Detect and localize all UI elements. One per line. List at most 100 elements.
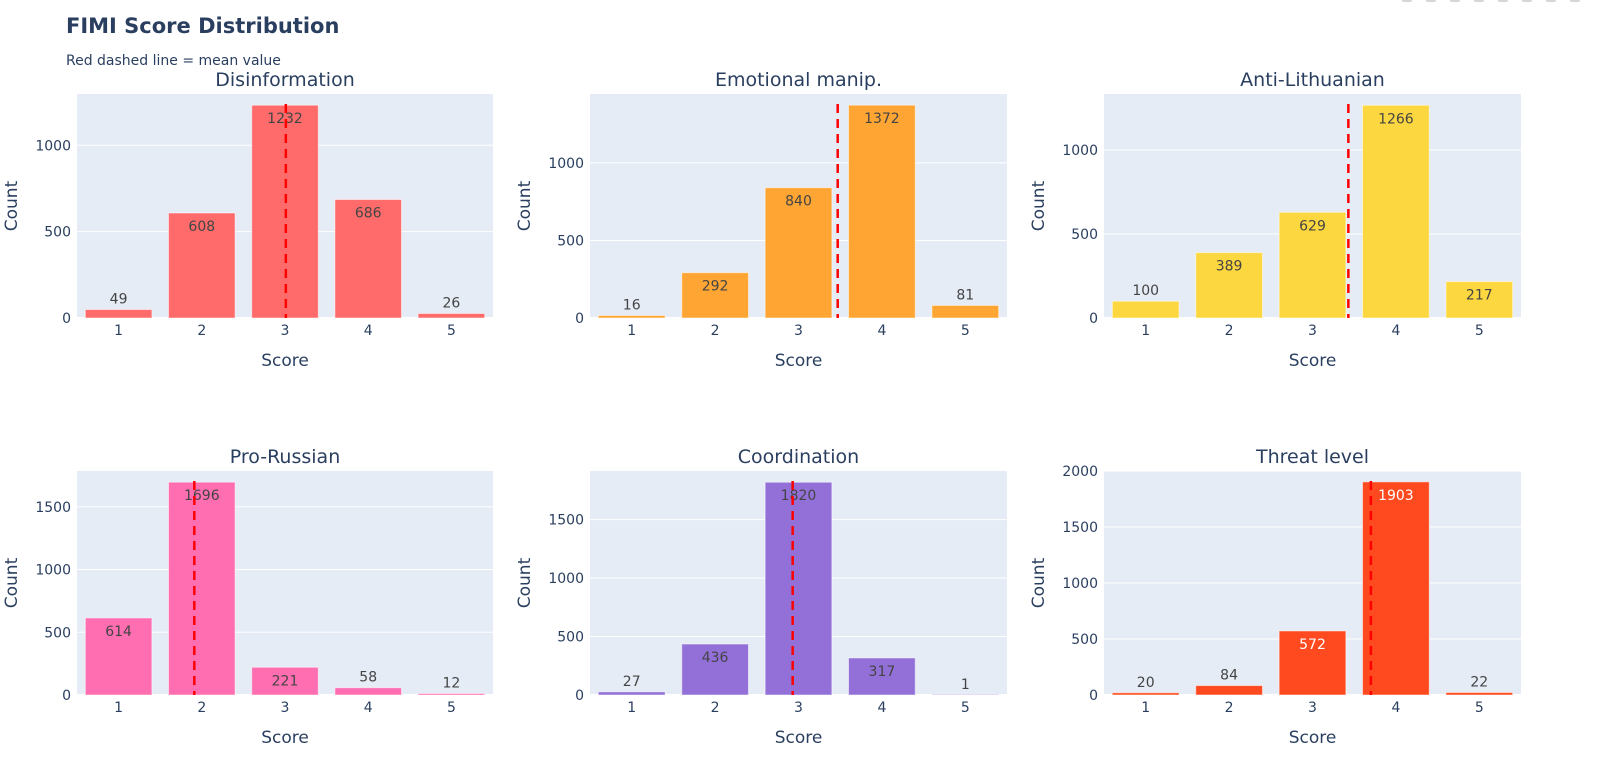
reset-icon[interactable]: [1546, 0, 1556, 2]
bar-value-label: 436: [702, 650, 729, 666]
bar-value-label: 27: [623, 674, 641, 690]
bar: [848, 657, 916, 696]
y-tick-label: 1000: [35, 138, 71, 154]
x-tick-label: 4: [364, 323, 373, 339]
bar: [84, 617, 153, 696]
bar: [1111, 692, 1180, 696]
bar: [1278, 630, 1347, 696]
y-tick-label: 1500: [548, 513, 584, 529]
bar-value-label: 16: [623, 298, 641, 314]
page-subtitle: Red dashed line = mean value: [66, 53, 281, 69]
bar: [1362, 104, 1430, 319]
pan-icon[interactable]: [1450, 0, 1460, 2]
y-tick-label: 0: [1089, 688, 1098, 704]
x-tick-label: 1: [114, 323, 123, 339]
x-tick-label: 3: [281, 700, 290, 716]
x-tick-label: 3: [794, 323, 803, 339]
x-tick-label: 3: [1308, 323, 1317, 339]
camera-icon[interactable]: [1402, 0, 1412, 2]
y-axis-title: Count: [2, 557, 22, 608]
bar: [848, 104, 916, 319]
x-tick-label: 2: [711, 700, 720, 716]
autoscale-icon[interactable]: [1522, 0, 1532, 2]
subplot-title: Pro-Russian: [230, 446, 341, 468]
y-tick-label: 2000: [1062, 464, 1098, 480]
x-tick-label: 5: [1475, 700, 1484, 716]
x-tick-label: 5: [1475, 323, 1484, 339]
x-tick-label: 4: [364, 700, 373, 716]
x-tick-label: 2: [197, 323, 206, 339]
subplot-title: Threat level: [1255, 446, 1369, 468]
bar-value-label: 1372: [864, 111, 900, 127]
bar: [168, 481, 236, 696]
zoom-out-icon[interactable]: [1498, 0, 1508, 2]
bar: [764, 481, 833, 696]
bar-value-label: 629: [1299, 218, 1326, 234]
zoom-icon[interactable]: [1426, 0, 1436, 2]
y-tick-label: 0: [1089, 311, 1098, 327]
bar-value-label: 608: [188, 219, 215, 235]
bar: [334, 687, 402, 696]
bar-value-label: 12: [442, 675, 460, 691]
bar: [1278, 211, 1347, 319]
bar: [334, 199, 402, 319]
plotly-logo-icon[interactable]: [1570, 0, 1580, 2]
bar-value-label: 614: [105, 624, 132, 640]
y-tick-label: 500: [1071, 632, 1098, 648]
bar: [931, 694, 1000, 696]
bar-value-label: 317: [869, 664, 896, 680]
bar-value-label: 217: [1466, 288, 1493, 304]
bar-value-label: 686: [355, 206, 382, 222]
y-tick-label: 1000: [548, 156, 584, 172]
bar-value-label: 100: [1132, 283, 1159, 299]
bar: [931, 304, 1000, 319]
x-tick-label: 1: [1141, 323, 1150, 339]
y-tick-label: 500: [1071, 227, 1098, 243]
x-axis-title: Score: [261, 351, 309, 371]
y-tick-label: 0: [575, 311, 584, 327]
x-tick-label: 4: [877, 323, 886, 339]
zoom-in-icon[interactable]: [1474, 0, 1484, 2]
x-axis-title: Score: [261, 728, 309, 748]
x-tick-label: 1: [627, 700, 636, 716]
subplot-title: Coordination: [738, 446, 859, 468]
modebar[interactable]: [1402, 0, 1580, 2]
x-tick-label: 5: [961, 700, 970, 716]
bar-value-label: 1266: [1378, 111, 1414, 127]
bar-value-label: 26: [442, 296, 460, 312]
y-axis-title: Count: [1029, 180, 1049, 231]
bar-value-label: 840: [785, 194, 812, 210]
y-tick-label: 1500: [1062, 520, 1098, 536]
bar: [417, 692, 486, 696]
bar-value-label: 22: [1470, 675, 1488, 691]
bar-value-label: 84: [1220, 668, 1238, 684]
x-tick-label: 3: [794, 700, 803, 716]
bar: [1445, 692, 1514, 696]
bar: [1362, 481, 1430, 696]
x-tick-label: 2: [711, 323, 720, 339]
y-tick-label: 0: [575, 688, 584, 704]
bar: [251, 666, 319, 696]
y-tick-label: 500: [557, 233, 584, 249]
y-tick-label: 500: [44, 225, 71, 241]
y-axis-title: Count: [1029, 557, 1049, 608]
x-tick-label: 5: [447, 323, 456, 339]
x-tick-label: 5: [961, 323, 970, 339]
x-tick-label: 3: [281, 323, 290, 339]
y-tick-label: 1000: [35, 563, 71, 579]
x-axis-title: Score: [775, 728, 823, 748]
bar: [84, 309, 153, 319]
subplot-title: Disinformation: [215, 69, 354, 91]
y-tick-label: 0: [62, 311, 71, 327]
x-tick-label: 4: [1391, 323, 1400, 339]
bar-value-label: 1: [961, 677, 970, 693]
x-tick-label: 2: [197, 700, 206, 716]
x-axis-title: Score: [1289, 728, 1337, 748]
subplot-title: Emotional manip.: [715, 69, 882, 91]
bar-value-label: 1903: [1378, 488, 1414, 504]
y-tick-label: 1000: [1062, 143, 1098, 159]
bar: [1111, 300, 1180, 319]
bar: [168, 212, 236, 319]
bar-value-label: 1820: [781, 488, 817, 504]
